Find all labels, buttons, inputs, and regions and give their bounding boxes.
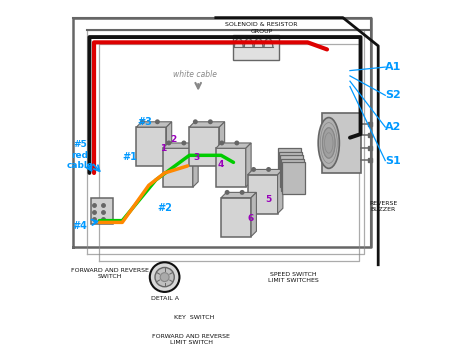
Polygon shape (278, 169, 283, 214)
FancyBboxPatch shape (322, 113, 361, 173)
Text: #2: #2 (157, 203, 172, 213)
Text: DETAIL A: DETAIL A (151, 296, 179, 301)
FancyBboxPatch shape (280, 155, 303, 187)
Circle shape (219, 140, 224, 145)
Circle shape (155, 119, 160, 124)
Text: KEY  SWITCH: KEY SWITCH (174, 315, 215, 320)
Ellipse shape (322, 128, 335, 158)
Polygon shape (189, 122, 225, 127)
Text: 4: 4 (218, 160, 224, 169)
Polygon shape (137, 122, 172, 127)
Text: 5: 5 (265, 195, 272, 204)
Polygon shape (166, 122, 172, 166)
FancyBboxPatch shape (234, 35, 279, 60)
Polygon shape (247, 169, 283, 175)
FancyBboxPatch shape (279, 152, 301, 184)
Text: 3: 3 (193, 152, 200, 162)
Polygon shape (219, 122, 225, 166)
Polygon shape (221, 192, 256, 198)
Circle shape (160, 273, 169, 282)
FancyBboxPatch shape (281, 159, 304, 191)
Text: SOLENOID & RESISTOR: SOLENOID & RESISTOR (226, 22, 298, 26)
FancyBboxPatch shape (221, 198, 251, 237)
Text: GROUP: GROUP (251, 29, 273, 34)
Circle shape (234, 140, 239, 145)
Circle shape (166, 140, 171, 145)
Text: S1: S1 (385, 156, 401, 166)
FancyBboxPatch shape (137, 127, 166, 166)
Circle shape (208, 119, 213, 124)
Circle shape (150, 262, 180, 292)
Text: FORWARD AND REVERSE
LIMIT SWITCH: FORWARD AND REVERSE LIMIT SWITCH (152, 334, 230, 345)
Circle shape (240, 190, 245, 195)
Text: #5
red
cable: #5 red cable (66, 140, 93, 170)
Text: FORWARD AND REVERSE
SWITCH: FORWARD AND REVERSE SWITCH (71, 268, 149, 279)
FancyBboxPatch shape (91, 198, 113, 224)
FancyBboxPatch shape (247, 175, 278, 214)
FancyBboxPatch shape (278, 148, 301, 180)
Polygon shape (193, 143, 198, 187)
Polygon shape (216, 143, 251, 148)
Circle shape (155, 268, 174, 287)
Text: REVERSE
BUZZER: REVERSE BUZZER (369, 201, 398, 212)
Text: #1: #1 (122, 152, 137, 162)
Circle shape (266, 167, 271, 172)
FancyBboxPatch shape (163, 148, 193, 187)
Text: #3: #3 (138, 117, 153, 127)
FancyBboxPatch shape (282, 162, 305, 194)
Ellipse shape (318, 118, 339, 168)
Text: 2: 2 (170, 135, 177, 144)
Text: S2: S2 (385, 90, 401, 100)
Text: A1: A1 (385, 62, 401, 72)
Circle shape (193, 119, 198, 124)
Text: #4: #4 (73, 221, 87, 231)
Text: 6: 6 (248, 214, 254, 223)
Text: SPEED SWITCH
LIMIT SWITCHES: SPEED SWITCH LIMIT SWITCHES (268, 272, 319, 282)
Text: white cable: white cable (173, 70, 217, 79)
Circle shape (225, 190, 229, 195)
Circle shape (251, 167, 256, 172)
FancyBboxPatch shape (216, 148, 246, 187)
FancyBboxPatch shape (189, 127, 219, 166)
Circle shape (140, 119, 145, 124)
Polygon shape (251, 192, 256, 237)
Text: 1: 1 (160, 144, 166, 153)
Polygon shape (163, 143, 198, 148)
Text: A2: A2 (385, 122, 401, 132)
Circle shape (182, 140, 186, 145)
Polygon shape (246, 143, 251, 187)
